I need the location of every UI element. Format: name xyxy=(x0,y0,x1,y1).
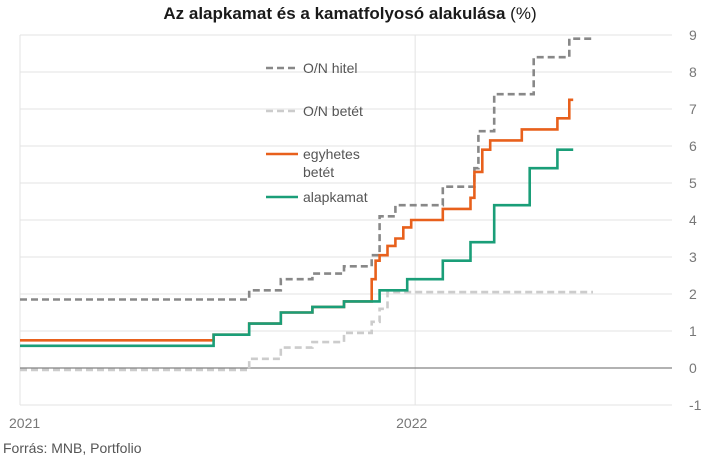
y-tick-label: 0 xyxy=(689,360,697,376)
y-tick-label: 2 xyxy=(689,286,697,302)
y-tick-label: 4 xyxy=(689,212,697,228)
x-tick-label: 2022 xyxy=(396,415,427,431)
y-tick-label: 5 xyxy=(689,175,697,191)
series-line-o-n-hitel xyxy=(20,37,593,301)
y-tick-label: 1 xyxy=(689,323,697,339)
y-axis-ticks: -1 0 1 2 3 4 5 6 7 8 9 xyxy=(689,27,702,413)
legend: O/N hitel O/N betét egyhetes betét alapkamat xyxy=(266,60,368,205)
chart-title-main: Az alapkamat és a kamatfolyosó alakulása xyxy=(163,4,506,23)
y-tick-label: 9 xyxy=(689,27,697,43)
x-tick-label: 2021 xyxy=(9,415,40,431)
y-tick-label: 7 xyxy=(689,101,697,117)
y-tick-label: -1 xyxy=(689,397,702,413)
legend-label-1: O/N betét xyxy=(303,103,363,119)
y-tick-label: 6 xyxy=(689,138,697,154)
x-axis-ticks: 2021 2022 xyxy=(9,415,428,431)
y-tick-label: 3 xyxy=(689,249,697,265)
series-line-o-n-bet-t xyxy=(20,290,593,372)
source-note: Forrás: MNB, Portfolio xyxy=(3,440,142,456)
legend-label-2: betét xyxy=(303,164,334,180)
chart-title: Az alapkamat és a kamatfolyosó alakulása… xyxy=(0,4,700,24)
y-tick-label: 8 xyxy=(689,64,697,80)
legend-label-0: O/N hitel xyxy=(303,60,357,76)
chart-title-unit: (%) xyxy=(510,4,537,23)
legend-label-2: egyhetes xyxy=(303,146,360,162)
grid-lines xyxy=(19,34,672,406)
series-line-alapkamat xyxy=(20,148,574,348)
legend-label-3: alapkamat xyxy=(303,189,368,205)
series-group xyxy=(20,37,593,372)
